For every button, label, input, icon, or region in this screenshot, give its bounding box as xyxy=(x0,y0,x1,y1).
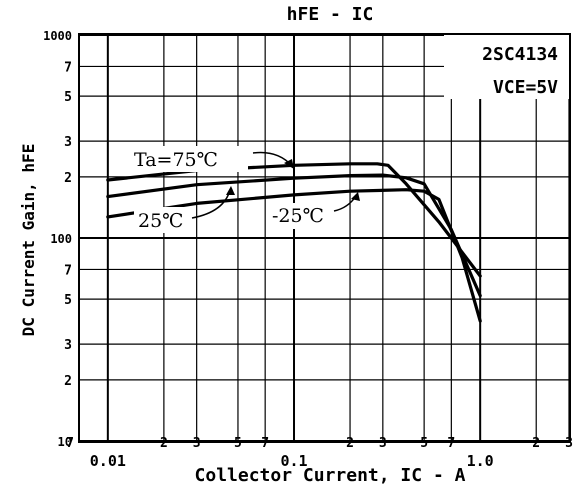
series-label-25c: 25℃ xyxy=(138,210,183,232)
x-tick-label: 3 xyxy=(193,436,201,451)
annotation-condition: VCE=5V xyxy=(493,77,558,98)
annotation-device: 2SC4134 xyxy=(482,44,558,65)
y-tick-label: 2 xyxy=(64,374,72,389)
y-tick-label: 5 xyxy=(64,90,72,105)
series-label-bg xyxy=(124,146,248,172)
x-tick-label: 7 xyxy=(447,436,455,451)
x-tick-label: 2 xyxy=(346,436,354,451)
y-tick-label: 7 xyxy=(64,263,72,278)
x-tick-label: 0.01 xyxy=(90,452,126,470)
y-axis-label: DC Current Gain, hFE xyxy=(19,144,38,337)
y-tick-label: 1000 xyxy=(43,29,72,43)
x-tick-label: 7 xyxy=(66,436,74,451)
x-tick-label: 2 xyxy=(532,436,540,451)
x-tick-label: 0.1 xyxy=(280,452,307,470)
tick-labels: 7 0.01 2 3 5 7 0.1 2 3 5 7 1.0 2 3 10 2 3 5 7 100 2 3 5 7 1000 xyxy=(43,29,573,470)
x-tick-label: 5 xyxy=(420,436,428,451)
series-label-75c-arrowhead xyxy=(284,159,294,169)
series-label-minus25c: -25℃ xyxy=(272,205,324,227)
x-axis-label: Collector Current, IC - A xyxy=(195,465,466,486)
series-label-bg xyxy=(270,203,334,229)
y-tick-label: 7 xyxy=(64,60,72,75)
series-line-1 xyxy=(106,173,482,298)
x-tick-label: 3 xyxy=(379,436,387,451)
series-label-minus25c-arrowhead xyxy=(351,192,360,201)
x-tick-label: 1.0 xyxy=(467,452,494,470)
y-tick-label: 3 xyxy=(64,135,72,150)
y-tick-label: 5 xyxy=(64,293,72,308)
series-label-25c-arrowhead xyxy=(226,186,235,195)
y-tick-label: 2 xyxy=(64,171,72,186)
y-tick-label: 10 xyxy=(58,435,72,449)
annotation-box xyxy=(444,35,569,99)
y-tick-label: 100 xyxy=(50,232,72,246)
x-tick-label: 5 xyxy=(234,436,242,451)
x-tick-label: 3 xyxy=(565,436,573,451)
y-tick-label: 3 xyxy=(64,338,72,353)
x-tick-label: 2 xyxy=(160,436,168,451)
plot-frame xyxy=(78,33,571,443)
series-label-bg xyxy=(134,207,190,233)
series-labels: Ta=75℃ 25℃ -25℃ xyxy=(124,146,360,233)
x-tick-label: 7 xyxy=(261,436,269,451)
chart-title: hFE - IC xyxy=(287,4,374,25)
series-line-2 xyxy=(106,188,482,323)
series-label-75c: Ta=75℃ xyxy=(134,149,218,171)
